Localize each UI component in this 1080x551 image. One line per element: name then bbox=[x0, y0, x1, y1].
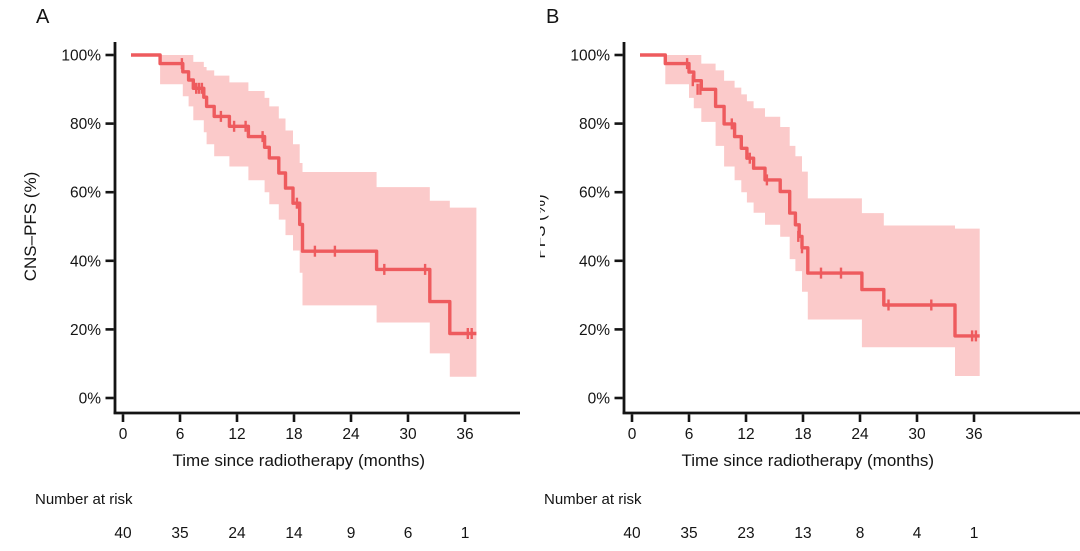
x-tick-label: 24 bbox=[851, 426, 869, 443]
x-tick-label: 18 bbox=[794, 426, 811, 443]
x-tick-label: 24 bbox=[342, 426, 360, 443]
y-tick-label: 60% bbox=[579, 185, 610, 202]
number-at-risk-value: 24 bbox=[228, 525, 246, 542]
panel-pfs: B 0% 20% 40% 60% 80% 100% 0 6 12 18 24 30 36 Time sin… bbox=[540, 0, 1080, 551]
number-at-risk-value: 14 bbox=[285, 525, 303, 542]
number-at-risk-value: 9 bbox=[347, 525, 356, 542]
number-at-risk-value: 13 bbox=[794, 525, 811, 542]
panel-cns-pfs: A 0% 20% 40% 60% 80% 100% 0 6 12 18 24 30 36 Time sin… bbox=[21, 6, 520, 542]
y-tick-label: 100% bbox=[570, 48, 610, 65]
x-tick-label: 36 bbox=[456, 426, 473, 443]
y-tick-label: 20% bbox=[579, 322, 610, 339]
y-axis-title: CNS–PFS (%) bbox=[21, 172, 40, 282]
number-at-risk-value: 35 bbox=[680, 525, 697, 542]
x-tick-label: 6 bbox=[176, 426, 185, 443]
x-tick-label: 30 bbox=[908, 426, 926, 443]
km-chart-cns-pfs: 0% 20% 40% 60% 80% 100% 0 6 12 18 24 30 36 Time since… bbox=[21, 42, 520, 542]
x-tick-label: 6 bbox=[685, 426, 694, 443]
number-at-risk-value: 4 bbox=[913, 525, 922, 542]
y-tick-label: 80% bbox=[70, 116, 101, 133]
number-at-risk-value: 8 bbox=[856, 525, 865, 542]
x-tick-label: 18 bbox=[285, 426, 302, 443]
number-at-risk-value: 40 bbox=[114, 525, 132, 542]
y-tick-label: 40% bbox=[579, 253, 610, 270]
y-tick-label: 0% bbox=[588, 391, 611, 408]
km-curve bbox=[131, 53, 477, 336]
x-tick-label: 36 bbox=[965, 426, 982, 443]
km-curve bbox=[640, 53, 980, 338]
number-at-risk-label: Number at risk bbox=[544, 491, 642, 508]
panel-label-b: B bbox=[546, 6, 560, 28]
y-tick-label: 0% bbox=[79, 391, 102, 408]
x-tick-label: 0 bbox=[119, 426, 128, 443]
panel-label-a: A bbox=[36, 6, 50, 28]
x-tick-label: 12 bbox=[737, 426, 754, 443]
number-at-risk-label: Number at risk bbox=[35, 491, 133, 508]
number-at-risk-value: 23 bbox=[737, 525, 754, 542]
number-at-risk-value: 1 bbox=[461, 525, 470, 542]
x-tick-label: 30 bbox=[399, 426, 417, 443]
confidence-band bbox=[160, 55, 477, 377]
x-tick-label: 12 bbox=[228, 426, 245, 443]
number-at-risk-value: 1 bbox=[970, 525, 979, 542]
y-axis-title: PFS (%) bbox=[540, 194, 549, 258]
x-tick-label: 0 bbox=[628, 426, 637, 443]
y-tick-label: 20% bbox=[70, 322, 101, 339]
y-tick-label: 100% bbox=[61, 48, 101, 65]
number-at-risk-value: 6 bbox=[404, 525, 413, 542]
number-at-risk-value: 35 bbox=[171, 525, 188, 542]
x-axis-title: Time since radiotherapy (months) bbox=[173, 451, 426, 470]
confidence-band bbox=[665, 55, 980, 376]
x-axis-title: Time since radiotherapy (months) bbox=[682, 451, 935, 470]
y-tick-label: 60% bbox=[70, 185, 101, 202]
y-tick-label: 40% bbox=[70, 253, 101, 270]
number-at-risk-value: 40 bbox=[623, 525, 641, 542]
y-tick-label: 80% bbox=[579, 116, 610, 133]
